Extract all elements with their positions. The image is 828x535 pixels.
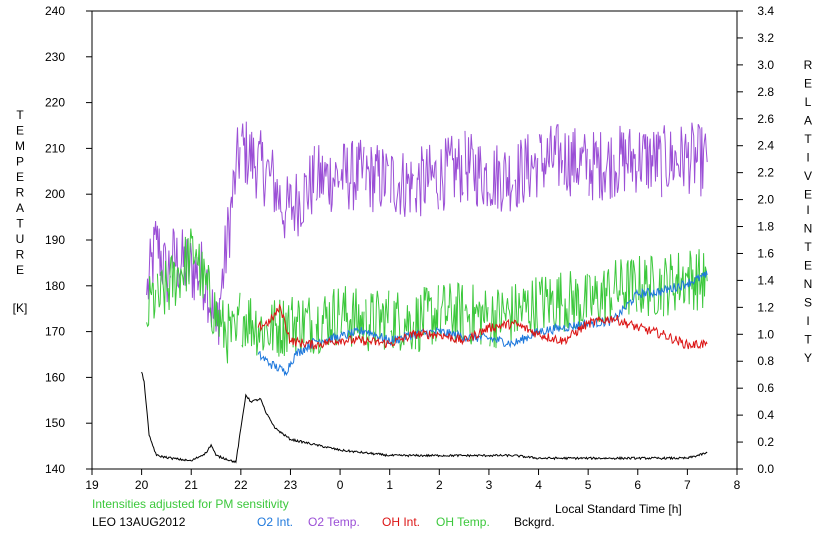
right-tick-label: 2.8 (757, 85, 774, 99)
x-tick-label: 19 (85, 478, 99, 492)
right-axis-title-letter: I (806, 203, 809, 217)
right-axis-title-letter: N (804, 222, 813, 236)
left-tick-label: 220 (45, 96, 65, 110)
left-tick-label: 230 (45, 50, 65, 64)
right-axis-title-letter: R (804, 58, 813, 72)
right-axis: 0.0 0.2 0.4 0.6 0.8 1.0 1.2 1.4 1.6 1.8 2.0 2.2 2.4 2… (737, 4, 774, 476)
left-axis-title-letter: R (16, 186, 25, 200)
right-tick-label: 0.8 (757, 354, 774, 368)
legend-o2-int: O2 Int. (257, 515, 293, 529)
series-line (141, 371, 708, 464)
right-tick-label: 2.0 (757, 193, 774, 207)
x-axis: 19 20 21 22 23 0 1 2 3 4 5 6 7 8 (85, 469, 741, 492)
right-tick-label: 0.2 (757, 435, 774, 449)
right-tick-label: 3.2 (757, 31, 774, 45)
right-axis-title-letter: N (804, 277, 813, 291)
right-axis-title-letter: T (804, 132, 812, 146)
series-line (257, 304, 708, 350)
series-line (146, 121, 708, 345)
left-axis-title-letter: M (15, 139, 25, 153)
station-label: LEO 13AUG2012 (92, 515, 186, 529)
right-axis-title-letter: Y (804, 351, 812, 365)
left-tick-label: 200 (45, 187, 65, 201)
left-axis-title-letter: A (16, 201, 24, 215)
legend-bckgrd: Bckgrd. (514, 515, 555, 529)
right-axis-title-letter: E (804, 259, 812, 273)
right-tick-label: 3.0 (757, 58, 774, 72)
left-axis-title-letter: U (16, 232, 25, 246)
right-tick-label: 0.4 (757, 408, 774, 422)
left-tick-label: 210 (45, 141, 65, 155)
series-line (146, 228, 708, 364)
right-tick-label: 2.2 (757, 166, 774, 180)
right-tick-label: 3.4 (757, 4, 774, 18)
right-tick-label: 1.8 (757, 220, 774, 234)
right-axis-title-letter: T (804, 240, 812, 254)
right-axis-title-letter: L (805, 95, 812, 109)
right-tick-label: 1.6 (757, 246, 774, 260)
left-axis-unit: [K] (13, 301, 28, 315)
x-tick-label: 0 (337, 478, 344, 492)
x-tick-label: 22 (234, 478, 248, 492)
left-axis-title-letter: T (16, 108, 24, 122)
x-tick-label: 21 (185, 478, 199, 492)
pm-note: Intensities adjusted for PM sensitivity (92, 497, 289, 511)
left-tick-label: 150 (45, 416, 65, 430)
x-tick-label: 3 (486, 478, 493, 492)
right-tick-label: 0.6 (757, 381, 774, 395)
x-tick-label: 8 (734, 478, 741, 492)
right-axis-title-letter: I (806, 151, 809, 165)
legend: O2 Int. O2 Temp. OH Int. OH Temp. Bckgrd… (257, 515, 555, 529)
right-tick-label: 0.0 (757, 462, 774, 476)
series-line (257, 270, 708, 377)
right-tick-label: 2.4 (757, 139, 774, 153)
right-axis-title-letter: E (804, 77, 812, 91)
right-tick-label: 1.4 (757, 273, 774, 287)
left-axis-title-letter: T (16, 217, 24, 231)
right-axis-title-letter: V (804, 169, 812, 183)
x-tick-label: 23 (284, 478, 298, 492)
left-tick-label: 180 (45, 279, 65, 293)
x-tick-label: 1 (386, 478, 393, 492)
right-axis-title-letter: E (804, 188, 812, 202)
right-tick-label: 1.0 (757, 327, 774, 341)
right-axis-title-letter: T (804, 333, 812, 347)
left-tick-label: 240 (45, 4, 65, 18)
left-tick-label: 160 (45, 370, 65, 384)
right-axis-title-letter: I (806, 314, 809, 328)
left-axis: 140 150 160 170 180 190 200 210 220 230 240 (45, 4, 92, 476)
legend-oh-temp: OH Temp. (436, 515, 490, 529)
left-axis-title-letter: R (16, 248, 25, 262)
left-axis-title-letter: E (16, 124, 24, 138)
left-axis-title-letter: P (16, 155, 24, 169)
legend-oh-int: OH Int. (382, 515, 420, 529)
left-axis-title-letter: E (16, 170, 24, 184)
x-tick-label: 20 (135, 478, 149, 492)
legend-o2-temp: O2 Temp. (308, 515, 360, 529)
left-tick-label: 140 (45, 462, 65, 476)
right-axis-title-letter: S (804, 296, 812, 310)
left-tick-label: 170 (45, 325, 65, 339)
plot-frame (91, 10, 738, 470)
left-tick-label: 190 (45, 233, 65, 247)
x-tick-label: 4 (535, 478, 542, 492)
right-tick-label: 2.6 (757, 112, 774, 126)
right-tick-label: 1.2 (757, 300, 774, 314)
x-tick-label: 7 (684, 478, 691, 492)
x-tick-label: 5 (585, 478, 592, 492)
x-tick-label: 6 (634, 478, 641, 492)
x-tick-label: 2 (436, 478, 443, 492)
series-layer (141, 121, 708, 464)
left-axis-title-letter: E (16, 263, 24, 277)
right-axis-title-letter: A (804, 114, 812, 128)
x-axis-title: Local Standard Time [h] (555, 502, 682, 516)
